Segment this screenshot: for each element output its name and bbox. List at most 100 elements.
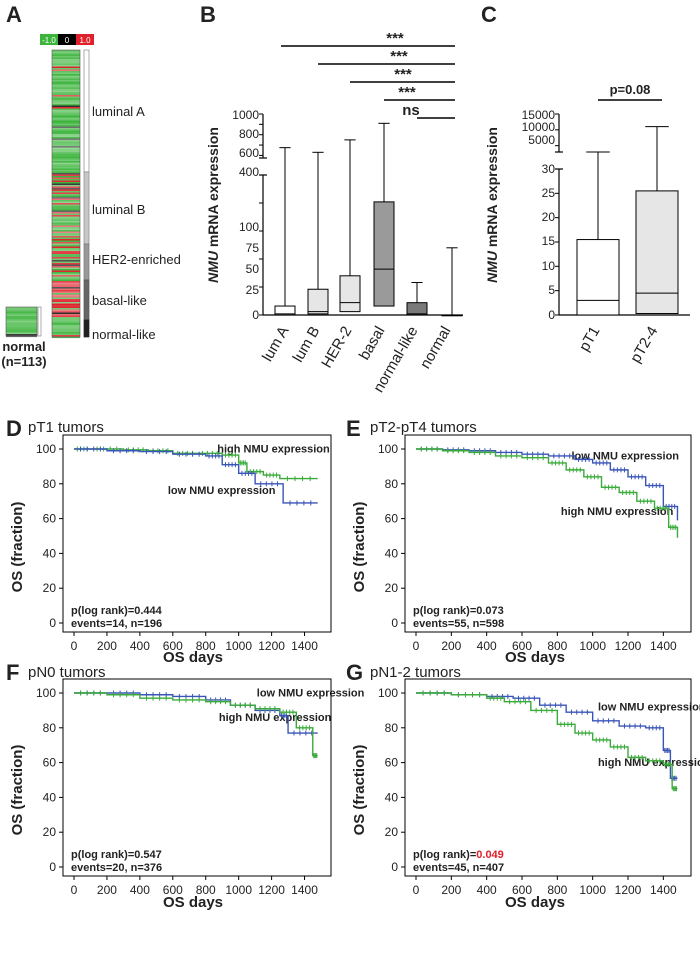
km-y-tick-label: 20 (385, 825, 399, 839)
heatmap-stripe (52, 327, 80, 330)
km-y-tick-label: 40 (43, 546, 57, 560)
heatmap-stripe (52, 62, 80, 64)
heatmap-stripe (52, 125, 80, 127)
heatmap-stripe (52, 318, 80, 321)
km-stat-pvalue: p(log rank)=0.444 (71, 605, 163, 617)
km-x-tick-label: 200 (441, 639, 461, 653)
heatmap-stripe (52, 216, 80, 219)
km-y-tick-label: 60 (385, 512, 399, 526)
heatmap-stripe (52, 155, 80, 157)
heatmap-stripe (52, 210, 80, 213)
subtype-her2: HER2-enriched (92, 252, 181, 267)
heatmap-stripe (52, 84, 80, 87)
km-xlabel: OS days (163, 894, 223, 911)
km-x-tick-label: 600 (512, 883, 532, 897)
heatmap-stripe (52, 182, 80, 184)
heatmap-stripe (52, 50, 80, 52)
heatmap-stripe (52, 149, 80, 151)
normal-count: (n=113) (1, 354, 46, 369)
heatmap-stripe (52, 150, 80, 153)
heatmap-stripe (52, 294, 80, 297)
km-ylabel: OS (fraction) (9, 502, 26, 593)
km-y-tick-label: 0 (391, 616, 398, 630)
panel-c-boxes (576, 126, 679, 316)
heatmap-stripe (52, 170, 80, 172)
heatmap-stripe (52, 143, 80, 145)
heatmap-stripe (52, 287, 80, 289)
heatmap-stripe (52, 192, 80, 195)
heatmap-stripe (52, 51, 80, 54)
km-x-tick-label: 800 (196, 639, 216, 653)
km-x-tick-label: 1200 (258, 883, 285, 897)
km-series-label-high: high NMU expression (219, 712, 332, 724)
heatmap-stripe (52, 176, 80, 178)
km-stat-pvalue: p(log rank)=0.547 (71, 849, 162, 861)
panel-letter-b: B (200, 2, 216, 27)
heatmap-stripe (52, 66, 80, 69)
panel-c-ylabel: NMU mRNA expression (484, 127, 500, 283)
heatmap-stripe (52, 218, 80, 220)
panel-c-boxplot: NMU mRNA expression 15000 10000 5000 30 … (484, 82, 690, 366)
heatmap-stripe (52, 309, 80, 312)
km-x-tick-label: 0 (413, 639, 420, 653)
km-x-tick-label: 400 (477, 639, 497, 653)
heatmap-stripe (52, 110, 80, 112)
heatmap-stripe (52, 311, 80, 313)
km-y-tick-label: 20 (385, 581, 399, 595)
heatmap-stripe (52, 231, 80, 234)
heatmap-stripe (52, 306, 80, 309)
heatmap-stripe (52, 248, 80, 250)
b-upper-tick: 600 (239, 146, 259, 160)
heatmap-stripe (52, 308, 80, 310)
panel-b-tick-labels: 1000 800 600 400 200 100 75 50 25 0 (232, 108, 259, 322)
panel-letter-g: G (346, 660, 363, 685)
normal-heatmap-stripe (6, 317, 37, 320)
b-upper-tick: 400 (239, 165, 259, 179)
heatmap-stripe (52, 326, 80, 328)
heatmap-stripe (52, 81, 80, 84)
km-x-tick-label: 600 (163, 639, 183, 653)
c-lower-tick: 30 (542, 162, 556, 176)
km-series-label-low: low NMU expression (168, 485, 276, 497)
panel-b-boxplot: NMU mRNA expression ************ns 1000 … (205, 30, 463, 396)
km-ylabel: OS (fraction) (9, 745, 26, 836)
normal-heatmap-stripe (6, 325, 37, 327)
scale-black (58, 34, 76, 45)
km-x-tick-label: 1000 (579, 883, 606, 897)
heatmap-stripe (52, 69, 80, 72)
heatmap-stripe (52, 90, 80, 93)
heatmap-stripe (52, 312, 80, 315)
normal-heatmap-frame (5, 306, 38, 337)
heatmap-stripe (52, 77, 80, 79)
heatmap-stripe (52, 269, 80, 271)
km-series-label-high: high NMU expression (561, 506, 674, 518)
km-y-tick-label: 0 (391, 860, 398, 874)
heatmap-stripe (52, 87, 80, 90)
box-iqr (406, 302, 428, 316)
c-lower-tick: 10 (542, 259, 556, 273)
heatmap-stripe (52, 270, 80, 273)
heatmap-stripe (52, 98, 80, 100)
heatmap-stripe (52, 159, 80, 162)
heatmap-stripe (52, 317, 80, 319)
km-x-tick-label: 600 (512, 639, 532, 653)
km-y-tick-label: 80 (385, 721, 399, 735)
c-lower-tick: 25 (542, 186, 556, 200)
heatmap-stripe (52, 185, 80, 187)
b-cat-label: lum A (259, 324, 292, 365)
km-y-tick-label: 0 (49, 616, 56, 630)
heatmap-stripe (52, 68, 80, 70)
heatmap-stripe (52, 74, 80, 76)
heatmap-stripe (52, 297, 80, 300)
b-sig-label: *** (390, 48, 408, 65)
heatmap-stripe (52, 134, 80, 136)
km-x-tick-label: 1000 (225, 883, 252, 897)
normal-heatmap-stripe (6, 320, 37, 323)
heatmap-stripe (52, 153, 80, 156)
km-series-label-high: high NMU expression (217, 443, 330, 455)
panel-d-km: pT1 tumors OS (fraction) OS days p(log r… (9, 419, 332, 666)
subtype-luminal-b: luminal B (92, 202, 145, 217)
c-lower-tick: 0 (548, 308, 555, 322)
km-x-tick-label: 200 (97, 639, 117, 653)
